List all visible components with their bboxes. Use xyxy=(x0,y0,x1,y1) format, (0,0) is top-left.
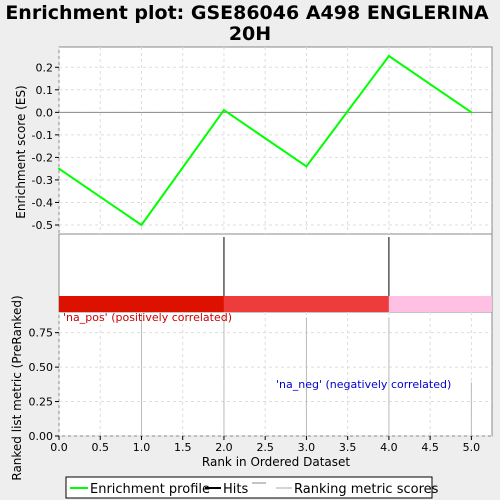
x-tick-label: 1.0 xyxy=(133,441,151,454)
es-y-tick-label: 0.1 xyxy=(36,84,54,97)
ranking-panel xyxy=(58,311,493,437)
es-panel xyxy=(58,46,493,235)
es-point xyxy=(470,111,473,114)
x-axis-label: Rank in Ordered Dataset xyxy=(202,455,350,469)
x-tick-label: 4.0 xyxy=(380,441,398,454)
es-point xyxy=(305,165,308,168)
rank-y-tick-label: 0.25 xyxy=(29,396,54,409)
positive-correlation-label: 'na_pos' (positively correlated) xyxy=(63,311,232,324)
es-y-tick-label: 0.2 xyxy=(36,61,54,74)
x-tick-label: 0.5 xyxy=(91,441,109,454)
rank-y-tick-label: 0.00 xyxy=(29,430,54,443)
legend-hits-label: Hits xyxy=(223,482,248,497)
es-point xyxy=(140,223,143,226)
es-y-tick-label: -0.3 xyxy=(32,174,53,187)
es-point xyxy=(58,167,60,170)
legend-enrichment-label: Enrichment profile xyxy=(90,482,210,497)
colorbar-segment xyxy=(59,296,224,312)
x-tick-label: 1.5 xyxy=(174,441,192,454)
colorbar-segment xyxy=(388,296,492,312)
es-y-tick-label: -0.4 xyxy=(32,196,53,209)
x-tick-label: 3.5 xyxy=(339,441,357,454)
es-y-tick-label: -0.5 xyxy=(32,219,53,232)
x-tick-label: 0.0 xyxy=(50,441,68,454)
es-y-tick-label: -0.1 xyxy=(32,129,53,142)
rank-y-tick-label: 0.50 xyxy=(29,361,54,374)
rank-y-tick-label: 0.75 xyxy=(29,327,54,340)
es-y-tick-label: 0.0 xyxy=(36,106,54,119)
colorbar-segment xyxy=(223,296,389,312)
legend-box xyxy=(65,476,433,499)
legend-ranking-label: Ranking metric scores xyxy=(294,482,439,497)
chart-title-line1: Enrichment plot: GSE86046 A498 ENGLERINA xyxy=(5,2,489,24)
es-axis-label: Enrichment score (ES) xyxy=(14,85,28,218)
x-tick-label: 2.0 xyxy=(215,441,233,454)
x-tick-label: 5.0 xyxy=(463,441,481,454)
ranking-axis-label: Ranked list metric (PreRanked) xyxy=(10,295,24,480)
es-point xyxy=(387,55,390,58)
x-tick-label: 4.5 xyxy=(421,441,439,454)
x-tick-label: 2.5 xyxy=(256,441,274,454)
enrichment-profile-line xyxy=(58,54,472,227)
es-y-tick-label: -0.2 xyxy=(32,151,53,164)
es-point xyxy=(222,109,225,112)
legend: Enrichment profile Hits Ranking metric s… xyxy=(65,476,439,499)
x-tick-label: 3.0 xyxy=(298,441,316,454)
negative-correlation-label: 'na_neg' (negatively correlated) xyxy=(276,378,451,391)
chart-title-line2: 20H xyxy=(229,23,271,45)
